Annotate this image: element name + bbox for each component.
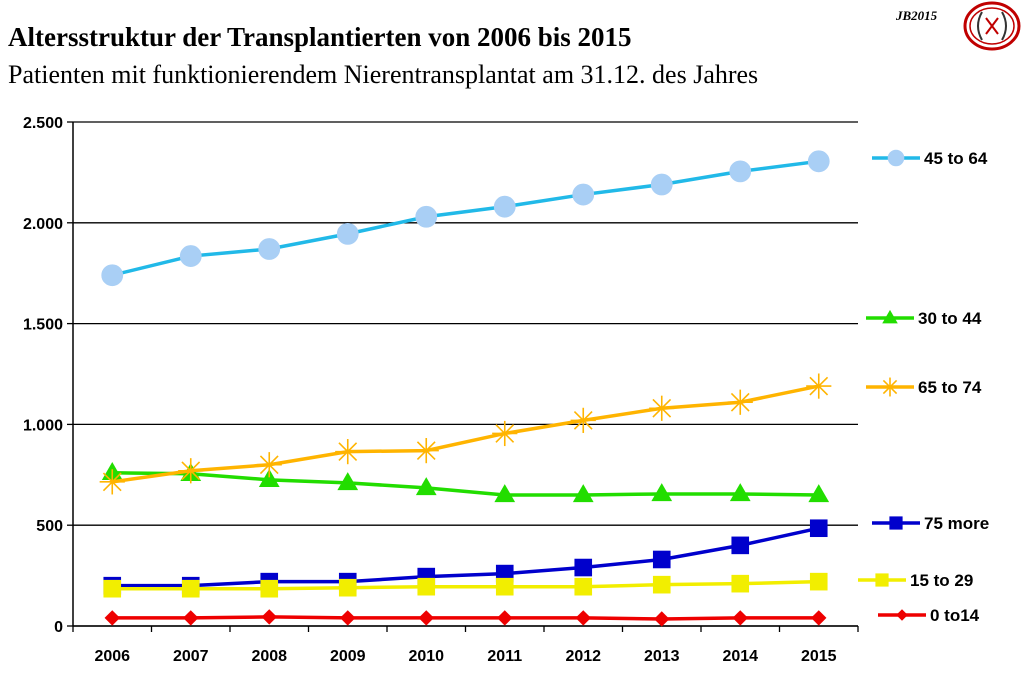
data-point	[572, 183, 595, 206]
x-tick-label: 2007	[173, 648, 209, 665]
data-point	[652, 550, 671, 569]
data-point	[574, 577, 593, 596]
legend-marker	[887, 149, 905, 167]
y-tick-label: 1.500	[23, 317, 63, 334]
legend-marker	[882, 309, 898, 324]
data-point	[731, 574, 750, 593]
data-point	[732, 610, 748, 626]
data-point	[809, 519, 828, 538]
y-tick-label: 500	[36, 518, 63, 535]
x-tick-label: 2009	[330, 648, 366, 665]
x-tick-label: 2013	[644, 648, 680, 665]
data-point	[575, 610, 591, 626]
data-point	[650, 173, 673, 196]
data-point	[183, 610, 199, 626]
data-point	[806, 373, 832, 399]
x-tick-label: 2012	[565, 648, 601, 665]
x-tick-label: 2015	[801, 648, 837, 665]
data-point	[811, 610, 827, 626]
data-point	[258, 469, 280, 488]
data-point	[415, 477, 437, 496]
x-tick-label: 2010	[408, 648, 444, 665]
data-point	[651, 483, 673, 502]
data-point	[570, 407, 596, 433]
data-point	[492, 420, 518, 447]
x-tick-label: 2008	[251, 648, 287, 665]
legend-label: 75 more	[924, 514, 989, 533]
data-point	[178, 458, 204, 484]
legend-label: 15 to 29	[910, 571, 973, 590]
series-line-0	[111, 159, 819, 277]
data-point	[413, 438, 439, 464]
data-point	[731, 536, 750, 555]
data-point	[260, 579, 279, 598]
legend-label: 45 to 64	[924, 149, 988, 168]
series-line-1	[112, 471, 819, 497]
series-line-2	[112, 384, 820, 484]
year-badge: JB2015	[896, 8, 938, 23]
data-point	[497, 610, 513, 626]
data-point	[335, 439, 361, 465]
organization-logo	[963, 1, 1021, 51]
data-point	[336, 222, 359, 245]
y-tick-label: 2.500	[23, 115, 63, 132]
data-point	[495, 577, 514, 596]
data-point	[415, 205, 438, 228]
legend-marker	[875, 573, 889, 587]
data-point	[261, 609, 277, 625]
series-line-3	[112, 526, 820, 588]
data-point	[729, 483, 751, 502]
chart-subtitle: Patienten mit funktionierendem Nierentra…	[8, 60, 759, 89]
x-tick-label: 2006	[94, 648, 130, 665]
x-tick-label: 2014	[722, 648, 758, 665]
legend-marker	[889, 516, 903, 530]
legend-marker	[880, 377, 900, 397]
data-point	[337, 472, 359, 491]
chart-title: Altersstruktur der Transplantierten von …	[8, 22, 632, 52]
data-point	[574, 558, 593, 577]
data-point	[493, 195, 516, 218]
data-point	[808, 484, 830, 503]
data-point	[181, 579, 200, 598]
data-point	[809, 572, 828, 591]
y-tick-label: 2.000	[23, 216, 63, 233]
data-point	[340, 610, 356, 626]
data-point	[99, 469, 125, 495]
data-point	[652, 575, 671, 594]
data-point	[654, 611, 670, 627]
data-point	[729, 160, 752, 183]
data-point	[572, 484, 594, 503]
data-point	[179, 245, 202, 267]
data-point	[258, 238, 281, 260]
series-line-5	[112, 615, 819, 621]
y-tick-label: 1.000	[23, 417, 63, 434]
legend-label: 30 to 44	[918, 309, 982, 328]
data-point	[103, 579, 122, 598]
legend-label: 65 to 74	[918, 378, 982, 397]
data-point	[807, 150, 830, 173]
data-point	[649, 395, 675, 421]
data-point	[418, 610, 434, 626]
data-point	[727, 389, 753, 415]
x-tick-label: 2011	[487, 648, 522, 665]
data-point	[494, 484, 516, 503]
y-tick-label: 0	[54, 619, 63, 636]
legend-label: 0 to14	[930, 606, 980, 625]
series-line-4	[112, 579, 819, 591]
data-point	[256, 452, 282, 478]
data-point	[104, 610, 120, 626]
data-point	[101, 264, 124, 287]
data-point	[417, 577, 436, 596]
data-point	[338, 578, 357, 597]
legend-marker	[896, 609, 908, 621]
